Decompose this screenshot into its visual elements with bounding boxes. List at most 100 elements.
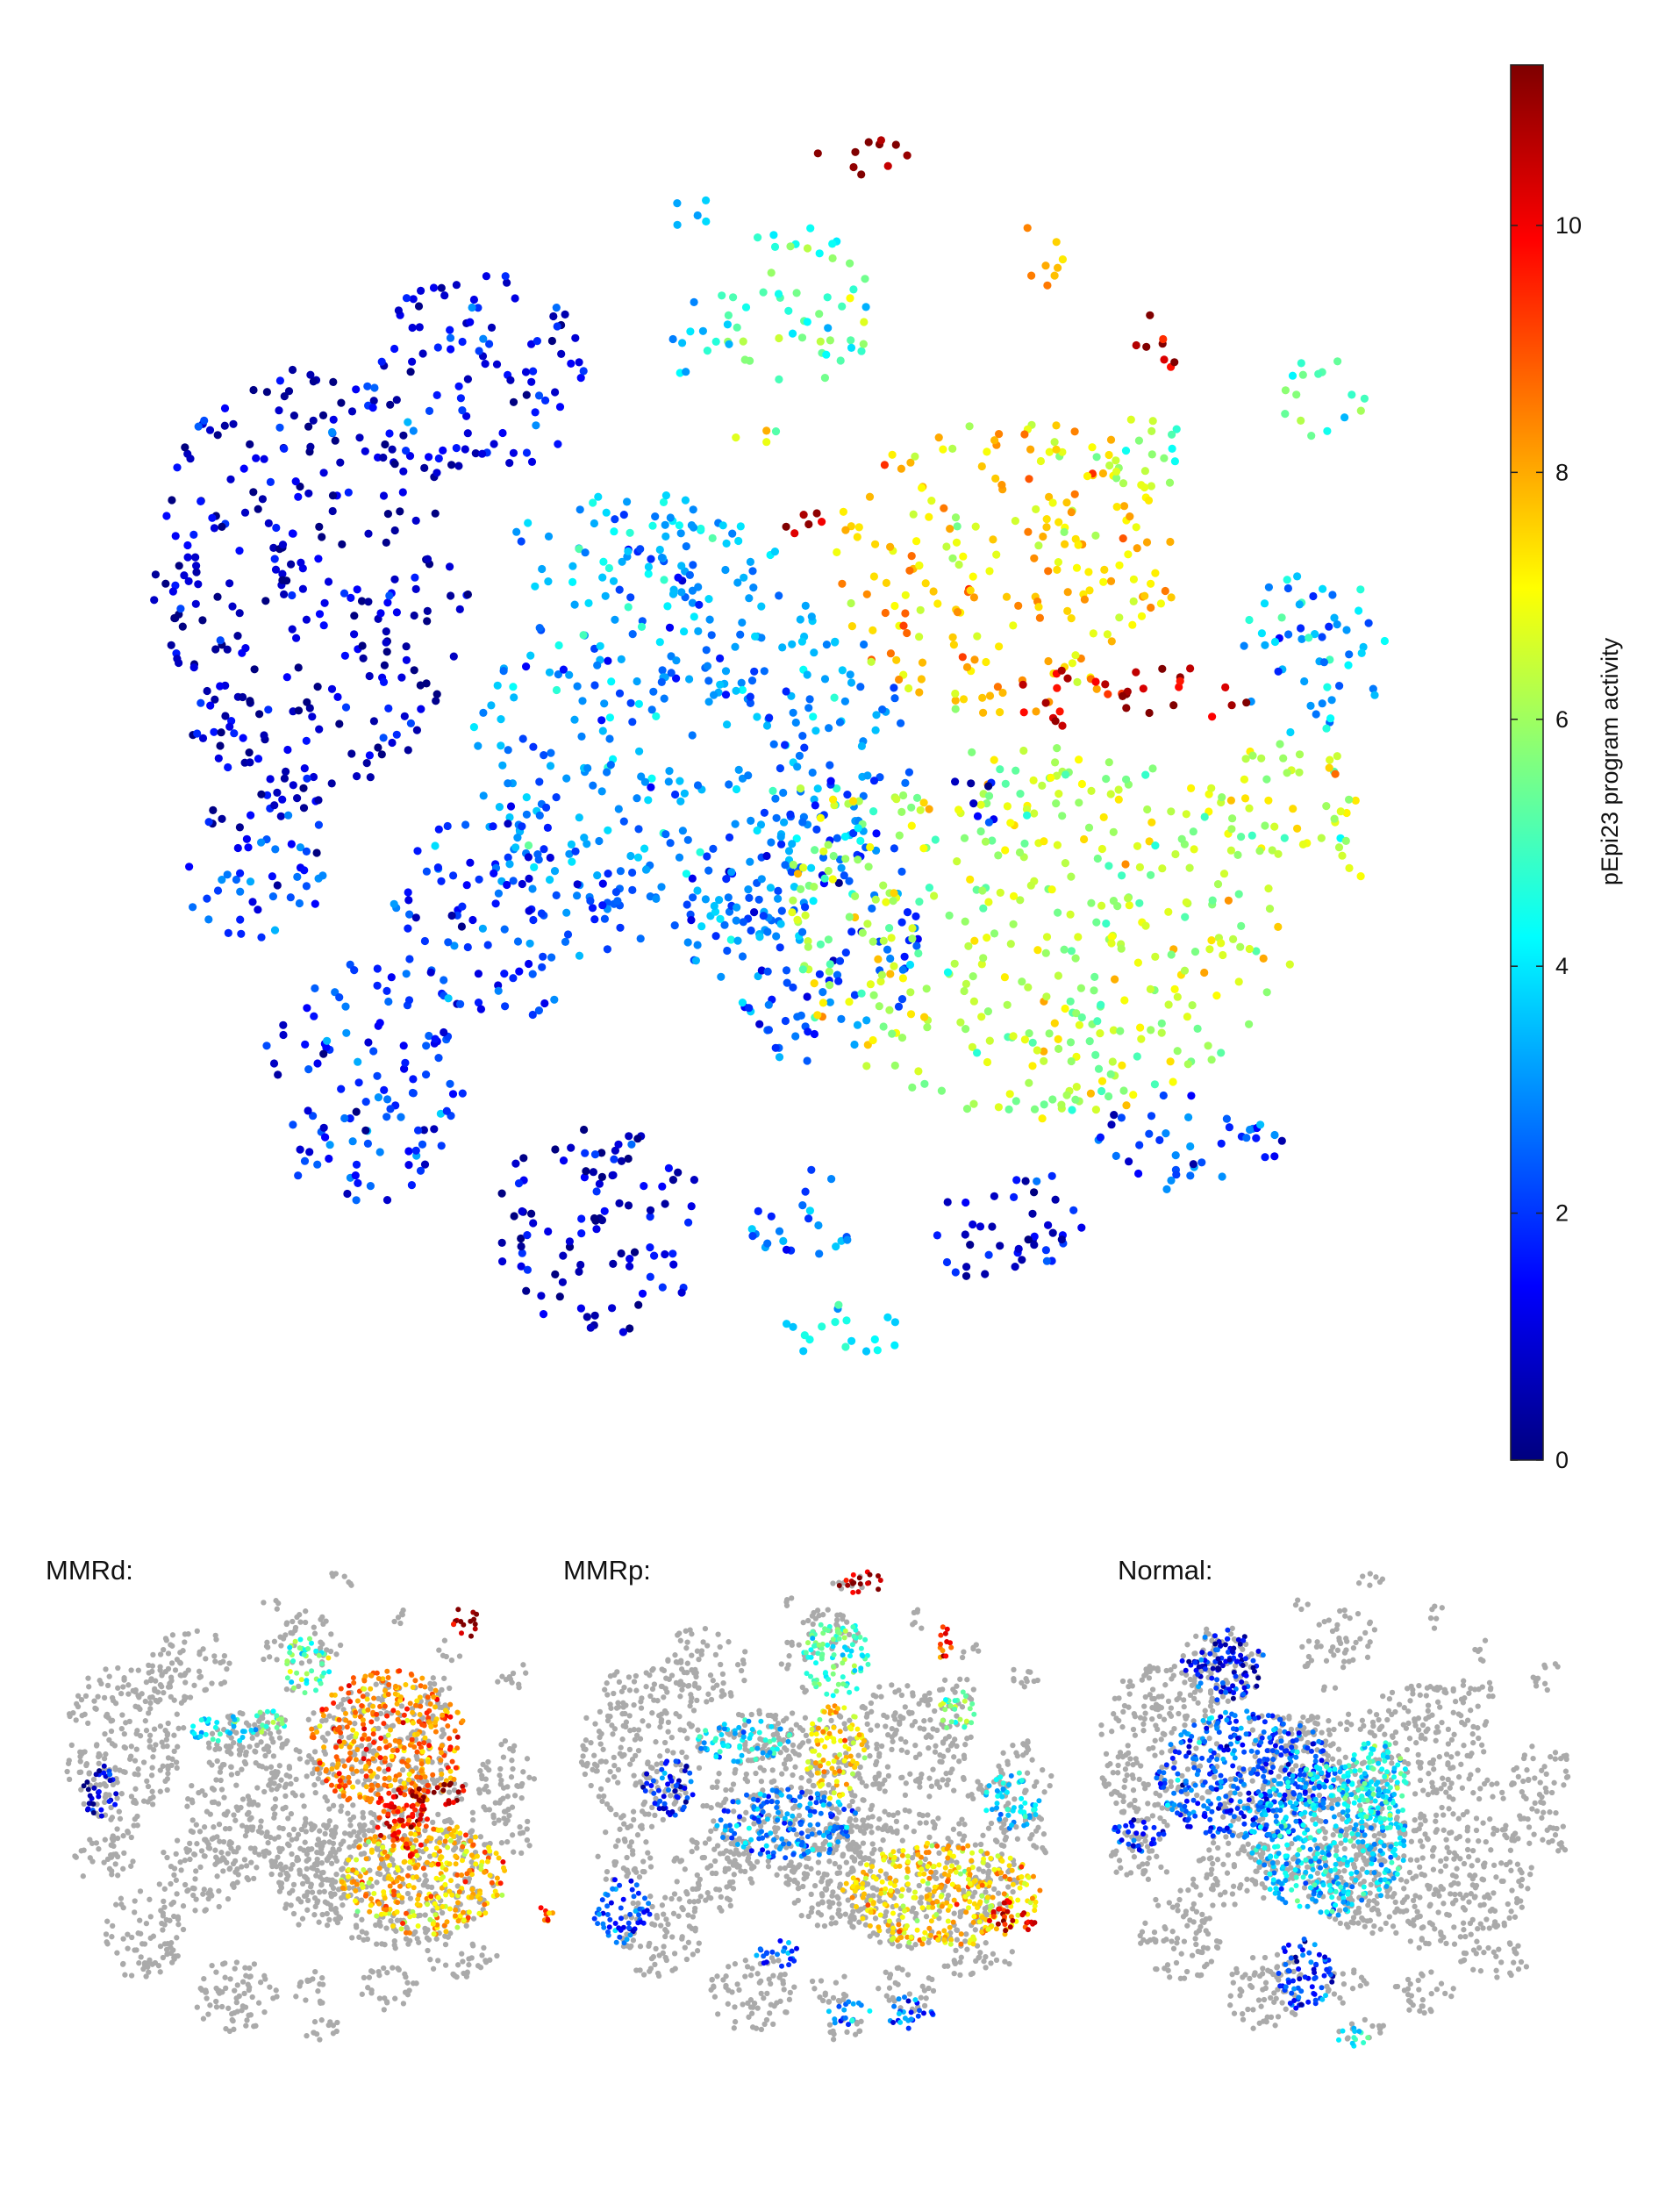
cell-point (1012, 1097, 1020, 1105)
cell-point (968, 748, 976, 756)
cell-point (768, 1213, 776, 1221)
cell-point (997, 889, 1004, 897)
cell-point (382, 1895, 388, 1901)
cell-point (1102, 920, 1110, 927)
cell-point (615, 1199, 623, 1207)
cell-point (1205, 1042, 1212, 1049)
cell-point (458, 903, 466, 911)
cell-point (192, 569, 200, 576)
background-cell-point (252, 1961, 257, 1966)
cell-point (550, 996, 558, 1004)
cell-point (1061, 528, 1069, 536)
cell-point (1292, 390, 1300, 398)
cell-point (1133, 1052, 1141, 1060)
background-cell-point (77, 1770, 82, 1775)
cell-point (390, 1748, 396, 1753)
cell-point (962, 1199, 969, 1206)
cell-point (388, 1884, 393, 1889)
cell-point (419, 1761, 425, 1766)
cell-point (397, 674, 405, 682)
cell-point (804, 520, 812, 528)
cell-point (854, 533, 861, 541)
cell-point (1169, 701, 1177, 709)
cell-point (988, 1222, 996, 1230)
background-cell-point (512, 1793, 518, 1798)
cell-point (444, 1834, 449, 1839)
cell-point (908, 822, 916, 830)
background-cell-point (214, 1873, 219, 1879)
cell-point (1132, 669, 1140, 677)
background-cell-point (273, 1598, 278, 1603)
cell-point (599, 880, 607, 888)
cell-point (1046, 1029, 1054, 1037)
cell-point (421, 1740, 426, 1745)
cell-point (1147, 482, 1155, 490)
cell-point (869, 1036, 877, 1044)
cell-point (185, 863, 193, 870)
background-cell-point (284, 1772, 290, 1778)
background-cell-point (169, 1660, 175, 1665)
cell-point (319, 1661, 325, 1666)
cell-point (448, 1838, 454, 1844)
cell-point (335, 993, 343, 1001)
cell-point (1024, 528, 1032, 536)
cell-point (1099, 469, 1107, 477)
cell-point (615, 805, 623, 813)
background-cell-point (388, 1918, 393, 1923)
background-cell-point (300, 1881, 305, 1887)
cell-point (899, 974, 907, 982)
cell-point (522, 1287, 530, 1295)
cell-point (887, 649, 895, 657)
cell-point (1107, 1070, 1115, 1078)
background-cell-point (425, 1884, 431, 1889)
cell-point (351, 1739, 356, 1744)
background-cell-point (201, 2016, 206, 2022)
cell-point (1328, 696, 1336, 704)
background-cell-point (263, 1834, 268, 1839)
cell-point (1030, 555, 1038, 562)
cell-point (556, 1292, 564, 1300)
background-cell-point (457, 1653, 462, 1658)
cell-point (1158, 864, 1166, 872)
cell-point (955, 561, 963, 569)
cell-point (1245, 1020, 1253, 1028)
cell-point (416, 1923, 421, 1929)
cell-point (421, 937, 429, 945)
background-cell-point (244, 1863, 249, 1868)
cell-point (287, 561, 295, 569)
cell-point (239, 693, 247, 701)
cell-point (391, 1826, 397, 1831)
background-cell-point (404, 1925, 409, 1930)
cell-point (826, 336, 834, 344)
cell-point (919, 659, 926, 667)
cell-point (381, 1889, 386, 1894)
cell-point (959, 553, 967, 561)
cell-point (293, 1639, 298, 1644)
cell-point (1125, 1157, 1133, 1165)
cell-point (577, 1305, 585, 1313)
background-cell-point (158, 1682, 163, 1687)
cell-point (962, 1272, 970, 1280)
cell-point (676, 521, 683, 529)
cell-point (1342, 837, 1350, 845)
cell-point (669, 335, 677, 343)
cell-point (525, 960, 533, 968)
cell-point (412, 913, 420, 921)
cell-point (471, 1617, 476, 1622)
cell-point (948, 445, 956, 453)
cell-point (417, 1786, 422, 1792)
cell-point (797, 784, 804, 792)
cell-point (1062, 770, 1069, 778)
cell-point (1068, 614, 1076, 622)
cell-point (298, 1637, 304, 1643)
cell-point (1052, 717, 1060, 725)
background-cell-point (328, 1649, 333, 1654)
background-cell-point (120, 1866, 125, 1872)
background-cell-point (141, 1759, 147, 1765)
cell-point (1133, 544, 1141, 552)
cell-point (786, 811, 794, 819)
background-cell-point (160, 1927, 165, 1932)
cell-point (862, 1347, 870, 1355)
cell-point (1097, 1134, 1105, 1142)
cell-point (400, 1042, 408, 1049)
